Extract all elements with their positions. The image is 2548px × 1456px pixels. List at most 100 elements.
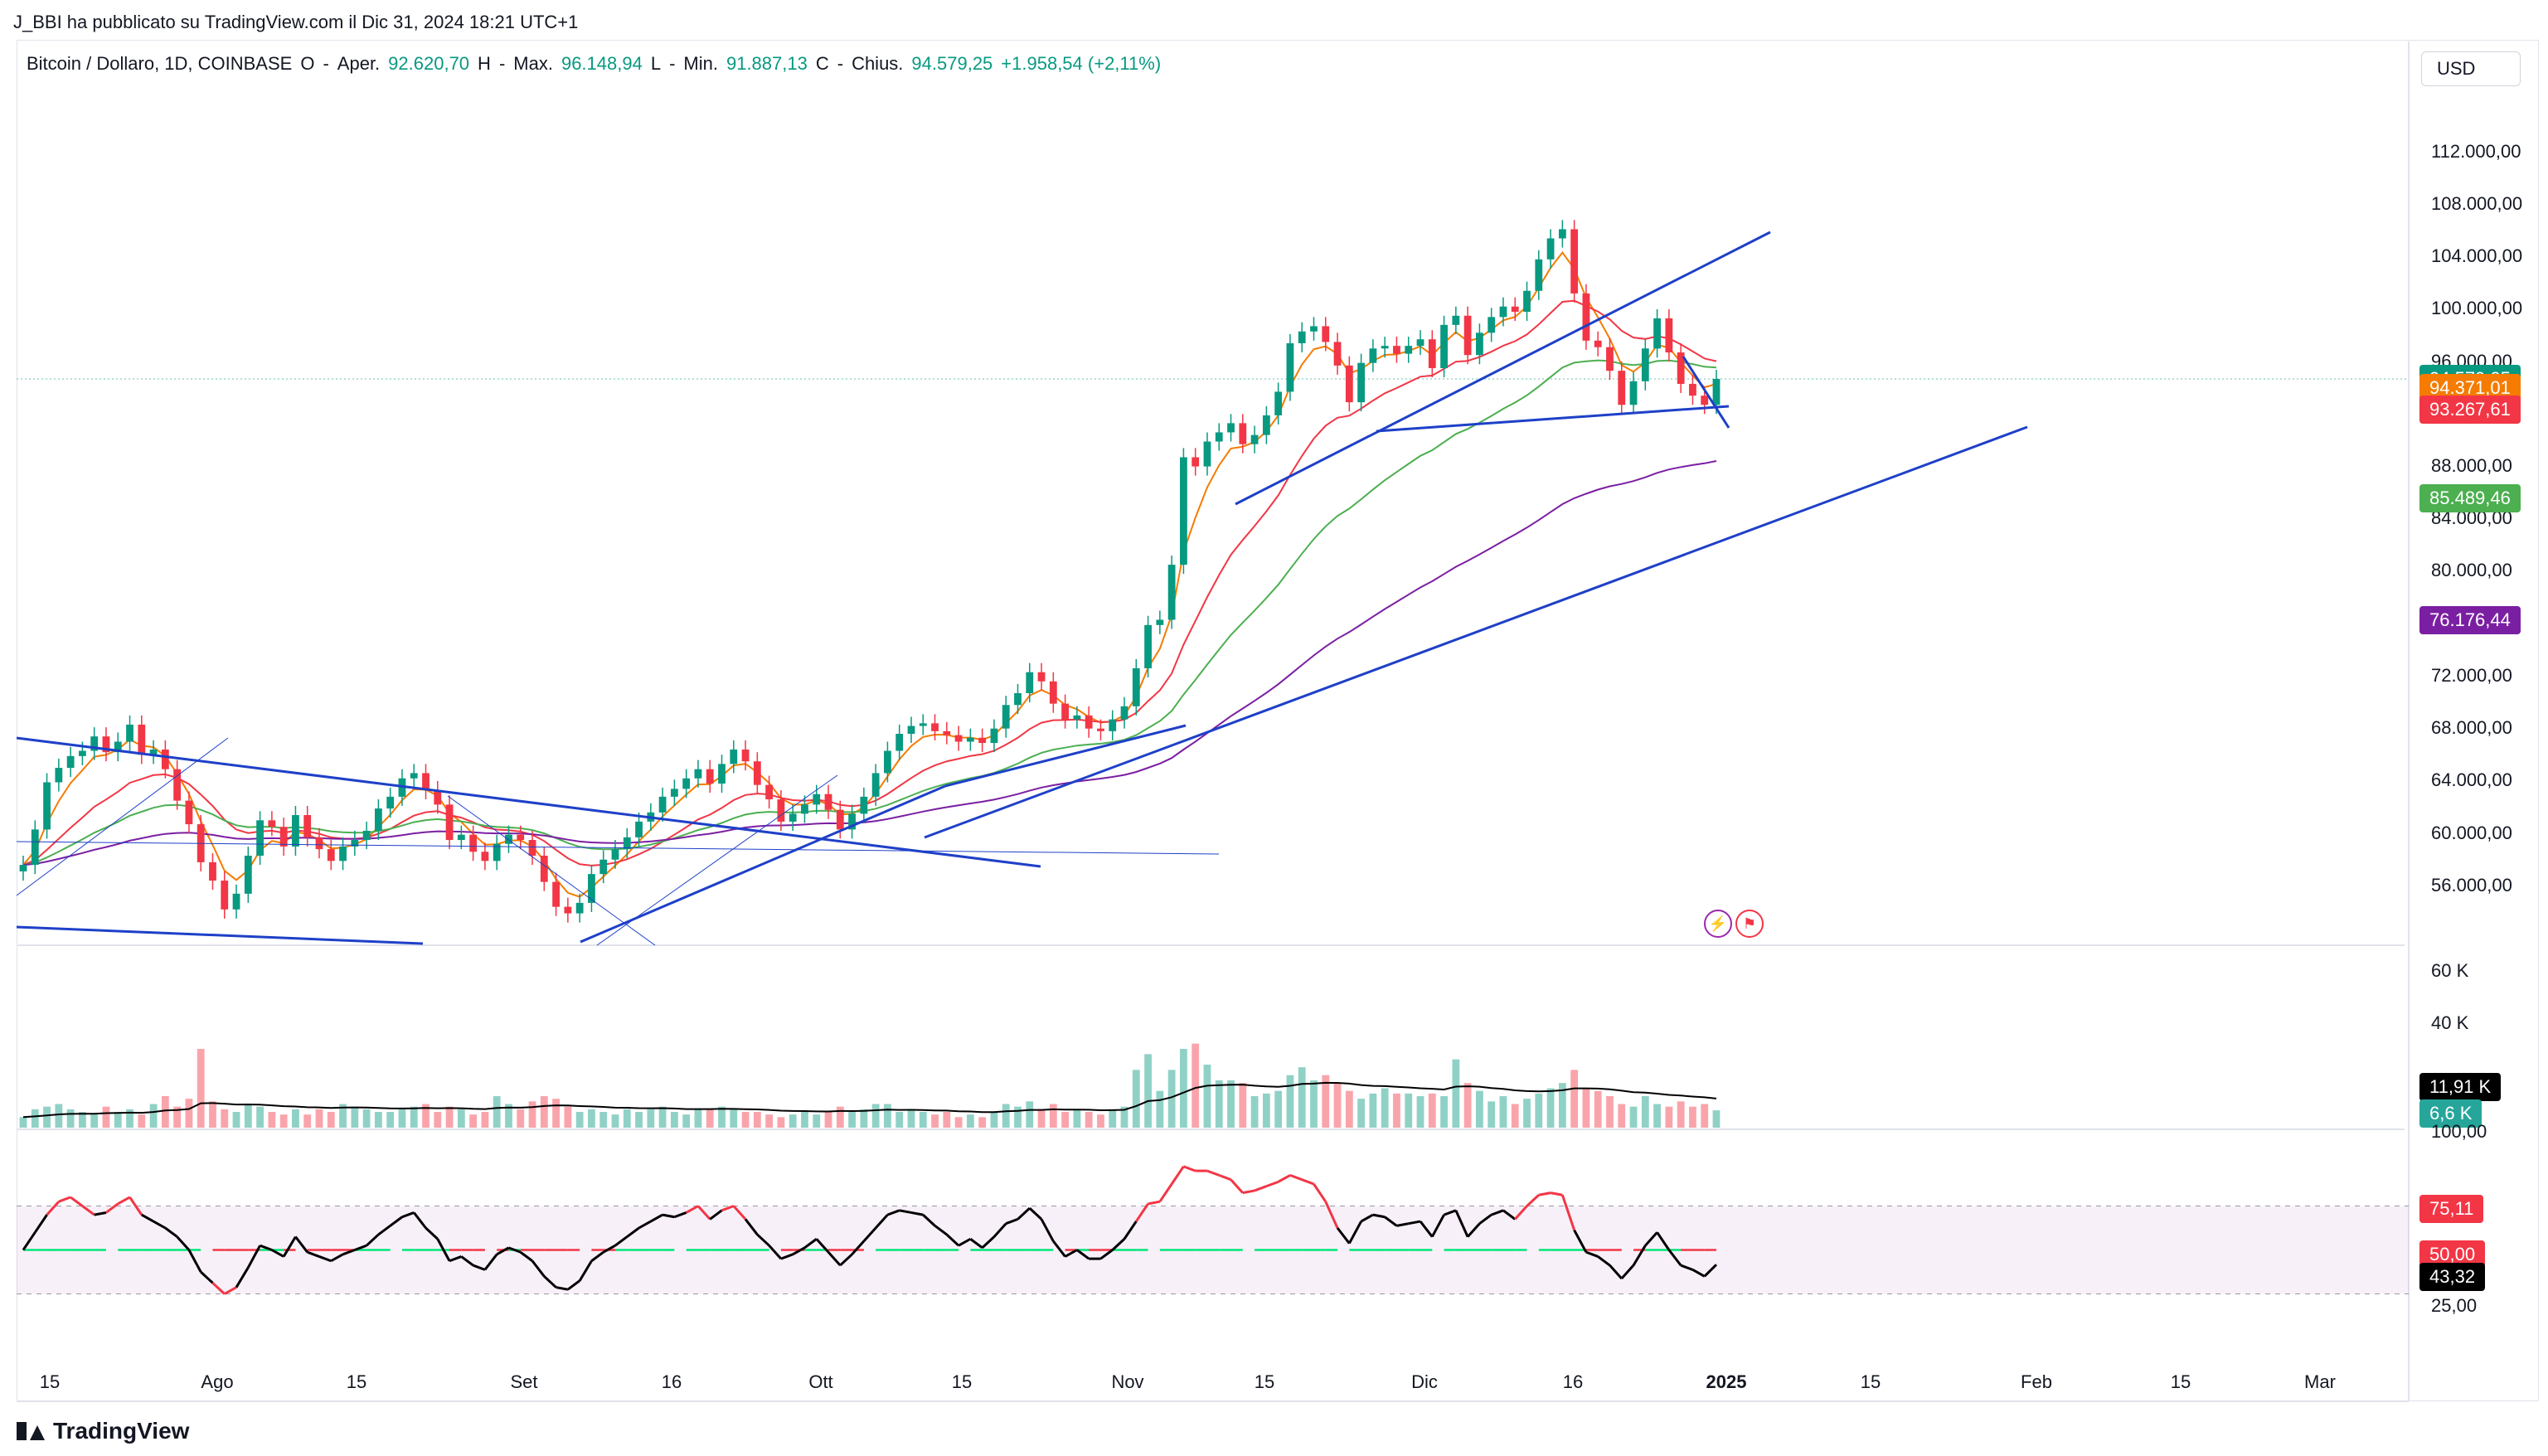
- volume-bar: [1488, 1101, 1496, 1128]
- rsi-line-segment: [993, 1222, 1007, 1238]
- time-axis-label: 15: [1860, 1371, 1881, 1392]
- candle-body: [410, 773, 418, 779]
- currency-selector-button[interactable]: USD: [2421, 51, 2521, 86]
- rsi-line-segment: [294, 1235, 308, 1254]
- volume-bar: [1511, 1104, 1519, 1128]
- volume-bar: [907, 1109, 915, 1128]
- volume-bar: [919, 1112, 927, 1128]
- candle-body: [1381, 346, 1389, 349]
- rsi-line-segment: [1419, 1221, 1434, 1238]
- volume-axis-label: 40 K: [2431, 1012, 2469, 1034]
- high-label: Max.: [513, 53, 553, 74]
- candle-body: [1416, 339, 1424, 347]
- time-axis-label: Feb: [2021, 1371, 2052, 1392]
- volume-bar: [90, 1114, 99, 1128]
- rsi-line-segment: [211, 1282, 226, 1295]
- volume-bar: [1061, 1112, 1070, 1128]
- candle-body: [789, 813, 797, 822]
- candle-body: [741, 749, 750, 762]
- rsi-line-segment: [1478, 1213, 1492, 1225]
- volume-bar: [221, 1109, 229, 1128]
- volume-bar: [528, 1101, 536, 1128]
- rsi-line-segment: [531, 1259, 546, 1278]
- candle-body: [1641, 348, 1649, 381]
- tradingview-logo[interactable]: TradingView: [17, 1418, 189, 1444]
- rsi-line-segment: [34, 1214, 48, 1234]
- candle-body: [1002, 705, 1010, 729]
- volume-bar: [895, 1112, 904, 1128]
- rsi-line-segment: [46, 1201, 60, 1216]
- candle-body: [1357, 362, 1366, 403]
- lightning-icon[interactable]: ⚡: [1704, 910, 1732, 938]
- low-label: Min.: [683, 53, 718, 74]
- candle-body: [611, 849, 619, 860]
- candle-body: [114, 741, 122, 753]
- volume-bar: [1002, 1104, 1010, 1128]
- rsi-line-segment: [1005, 1217, 1019, 1225]
- volume-bar: [588, 1109, 595, 1128]
- rsi-line-segment: [1265, 1180, 1279, 1188]
- volume-bar: [540, 1096, 548, 1128]
- rsi-line-segment: [803, 1238, 818, 1250]
- candle-body: [1701, 396, 1709, 405]
- candle-body: [1132, 667, 1140, 706]
- chart-frame[interactable]: [17, 40, 2539, 1401]
- rsi-line-segment: [187, 1249, 202, 1273]
- trendline-long-support: [924, 425, 2028, 839]
- candle-body: [528, 840, 536, 856]
- candle-body: [836, 809, 844, 830]
- candle-body: [1073, 715, 1081, 720]
- candle-body: [327, 849, 335, 861]
- candle-body: [871, 773, 880, 797]
- rsi-line-segment: [1644, 1231, 1658, 1247]
- symbol-title[interactable]: Bitcoin / Dollaro, 1D, COINBASE: [27, 53, 293, 74]
- price-axis-label: 72.000,00: [2431, 664, 2512, 686]
- candle-body: [505, 834, 512, 844]
- candle-body: [564, 906, 572, 914]
- candle-body: [149, 749, 158, 755]
- volume-bar: [777, 1117, 785, 1128]
- candle-body: [552, 881, 560, 907]
- rsi-line-segment: [815, 1238, 830, 1254]
- rsi-line-segment: [685, 1205, 699, 1214]
- volume-bar: [505, 1104, 512, 1128]
- rsi-line-segment: [483, 1253, 498, 1271]
- volume-bar: [1120, 1106, 1128, 1128]
- volume-bar: [481, 1112, 489, 1128]
- volume-bar: [635, 1112, 643, 1128]
- trendline-support: [580, 784, 946, 944]
- volume-bar: [209, 1101, 216, 1128]
- candle-body: [706, 769, 714, 784]
- rsi-line-segment: [1372, 1213, 1386, 1219]
- volume-bar: [469, 1114, 478, 1128]
- candle-body: [1109, 719, 1117, 731]
- volume-bar: [1689, 1106, 1696, 1128]
- candle-body: [801, 804, 808, 814]
- volume-bar: [1274, 1090, 1283, 1128]
- volume-bar: [457, 1109, 465, 1128]
- candle-body: [1405, 346, 1413, 354]
- rsi-line-segment: [792, 1246, 806, 1256]
- volume-bar: [1132, 1070, 1140, 1128]
- volume-bar: [1322, 1075, 1330, 1128]
- volume-bar: [1203, 1065, 1211, 1128]
- rsi-line-segment: [507, 1246, 522, 1254]
- volume-bar: [1701, 1104, 1709, 1128]
- volume-bar: [741, 1112, 750, 1128]
- rsi-line-segment: [282, 1235, 297, 1258]
- price-axis-label: 64.000,00: [2431, 769, 2512, 791]
- rsi-line-segment: [1538, 1191, 1551, 1196]
- candle-body: [481, 852, 489, 861]
- candle-body: [1393, 346, 1400, 354]
- volume-bar: [1262, 1093, 1270, 1128]
- us-flag-icon[interactable]: ⚑: [1735, 910, 1764, 938]
- open-key: O: [300, 53, 315, 74]
- rsi-line-segment: [389, 1216, 403, 1227]
- rsi-line-segment: [650, 1213, 663, 1223]
- candle-body: [978, 737, 987, 744]
- candle-body: [1322, 326, 1330, 342]
- rsi-line-segment: [330, 1253, 344, 1263]
- rsi-line-segment: [1632, 1245, 1647, 1266]
- rsi-axis-label: 25,00: [2431, 1294, 2478, 1316]
